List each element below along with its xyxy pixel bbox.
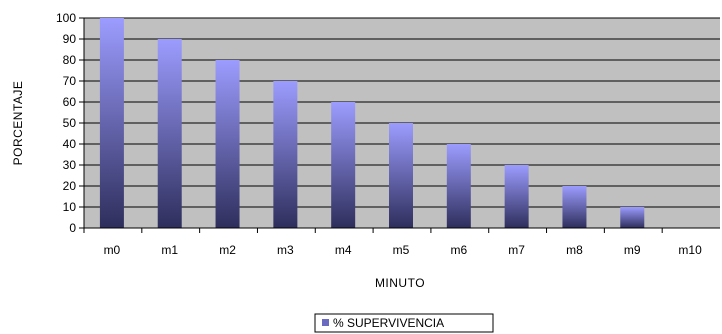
- legend-swatch: [322, 319, 329, 326]
- bar-m8: [562, 186, 587, 228]
- x-tick-label: m0: [104, 243, 121, 257]
- bar-m6: [446, 144, 471, 228]
- bar-m3: [273, 81, 298, 228]
- x-tick-label: m2: [219, 243, 236, 257]
- bar-m4: [331, 102, 356, 228]
- y-tick-label: 100: [56, 11, 76, 25]
- y-tick-label: 80: [63, 53, 77, 67]
- bar-m1: [157, 39, 182, 228]
- y-axis-title: PORCENTAJE: [11, 81, 25, 166]
- x-tick-label: m1: [161, 243, 178, 257]
- y-axis: 0 10 20 30 40 50 60 70 80 90 100: [56, 11, 85, 235]
- x-tick-label: m6: [450, 243, 467, 257]
- bar-m5: [389, 123, 413, 228]
- y-tick-label: 60: [63, 95, 77, 109]
- y-tick-label: 70: [63, 74, 77, 88]
- legend: % SUPERVIVENCIA: [314, 313, 494, 333]
- bar-m2: [215, 60, 240, 228]
- legend-label: % SUPERVIVENCIA: [333, 316, 444, 330]
- x-tick-label: m8: [566, 243, 583, 257]
- y-tick-label: 40: [63, 137, 77, 151]
- x-tick-label: m10: [678, 243, 702, 257]
- y-tick-label: 50: [63, 116, 77, 130]
- bar-m9: [620, 207, 645, 228]
- x-tick-label: m4: [335, 243, 352, 257]
- x-tick-label: m3: [277, 243, 294, 257]
- legend-box: [314, 313, 494, 333]
- x-tick-label: m9: [624, 243, 641, 257]
- x-tick-label: m7: [508, 243, 525, 257]
- x-tick-label: m5: [393, 243, 410, 257]
- y-tick-label: 0: [69, 221, 76, 235]
- bars: [99, 18, 645, 228]
- x-axis-title: MINUTO: [375, 276, 425, 290]
- bar-m0: [99, 18, 124, 228]
- bar-m7: [504, 165, 529, 228]
- y-tick-label: 10: [63, 200, 77, 214]
- y-tick-label: 20: [63, 179, 77, 193]
- x-axis: m0 m1 m2 m3 m4 m5 m6 m7 m8 m9 m10: [83, 227, 720, 257]
- y-tick-label: 30: [63, 158, 77, 172]
- y-tick-label: 90: [63, 32, 77, 46]
